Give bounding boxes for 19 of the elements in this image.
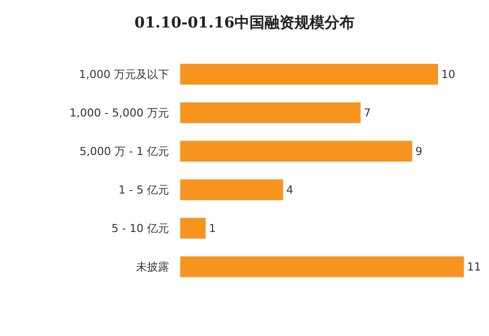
y-tick-label: 未披露 xyxy=(136,260,169,274)
bar xyxy=(180,178,284,201)
data-label: 7 xyxy=(364,106,371,120)
data-label: 9 xyxy=(415,144,422,158)
bar xyxy=(180,102,362,124)
y-tick-label: 1 - 5 亿元 xyxy=(118,184,169,197)
bar xyxy=(180,217,206,240)
y-tick-label: 5 - 10 亿元 xyxy=(112,222,169,236)
y-tick-label: 1,000 万元及以下 xyxy=(79,68,169,82)
data-label: 10 xyxy=(441,68,456,81)
y-tick-label: 1,000 - 5,000 万元 xyxy=(70,106,169,120)
bar xyxy=(180,256,464,278)
chart-title: 01.10-01.16中国融资规模分布 xyxy=(134,13,355,32)
bar xyxy=(180,63,438,86)
bar xyxy=(180,140,413,162)
data-label: 11 xyxy=(467,260,482,274)
data-label: 4 xyxy=(286,183,294,196)
y-tick-label: 5,000 万 - 1 亿元 xyxy=(80,145,169,158)
data-label: 1 xyxy=(208,222,216,235)
